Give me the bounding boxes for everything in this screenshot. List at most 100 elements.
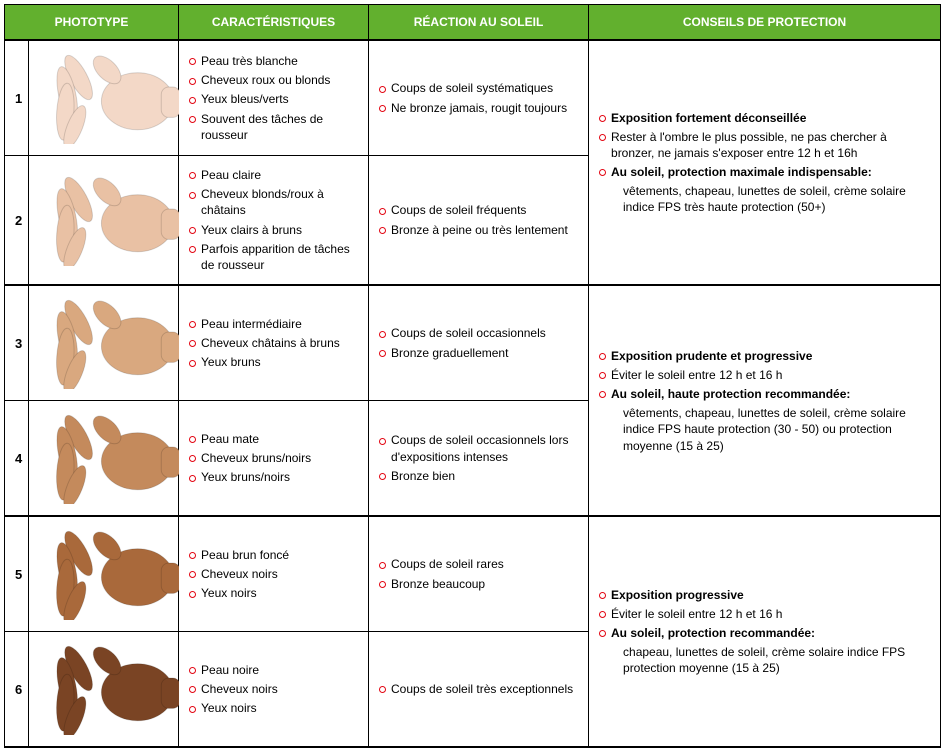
list-item: Peau claire <box>189 167 358 183</box>
list-item: Yeux bleus/verts <box>189 91 358 107</box>
list-item: Yeux clairs à bruns <box>189 222 358 238</box>
characteristics-cell: Peau très blanche Cheveux roux ou blonds Y… <box>179 40 369 156</box>
reaction-cell: Coups de soleil très exceptionnels <box>369 632 589 748</box>
list-item: Peau très blanche <box>189 53 358 69</box>
list-item: Coups de soleil très exceptionnels <box>379 681 578 697</box>
characteristics-list: Peau claire Cheveux blonds/roux à châtain… <box>189 167 358 273</box>
hand-icon <box>39 640 179 735</box>
header-characteristics: Caractéristiques <box>179 5 369 41</box>
list-item: Coups de soleil occasionnels lors d'expo… <box>379 432 578 464</box>
characteristics-cell: Peau noire Cheveux noirs Yeux noirs <box>179 632 369 748</box>
list-item: Ne bronze jamais, rougit toujours <box>379 100 578 116</box>
list-item: Cheveux noirs <box>189 681 358 697</box>
protection-list: Exposition fortement déconseillée Rester … <box>599 110 930 216</box>
reaction-cell: Coups de soleil occasionnels lors d'expo… <box>369 401 589 517</box>
row-number: 3 <box>5 285 29 401</box>
header-protection: Conseils de protection <box>589 5 941 41</box>
list-item: Peau noire <box>189 662 358 678</box>
reaction-list: Coups de soleil très exceptionnels <box>379 681 578 697</box>
hand-icon <box>39 409 179 504</box>
phototype-photo <box>29 632 179 748</box>
list-item: Bronze bien <box>379 468 578 484</box>
characteristics-list: Peau très blanche Cheveux roux ou blonds Y… <box>189 53 358 143</box>
characteristics-cell: Peau claire Cheveux blonds/roux à châtain… <box>179 156 369 286</box>
list-item: Parfois apparition de tâches de rousseur <box>189 241 358 273</box>
protection-list: Exposition progressive Éviter le soleil e… <box>599 587 930 677</box>
list-item: Bronze à peine ou très lentement <box>379 222 578 238</box>
phototype-photo <box>29 516 179 632</box>
table-row: 3 Peau intermédiaire Cheveux châtains à b… <box>5 285 941 401</box>
list-item: Bronze beaucoup <box>379 576 578 592</box>
list-item: Peau intermédiaire <box>189 316 358 332</box>
list-item: Cheveux châtains à bruns <box>189 335 358 351</box>
protection-cell: Exposition prudente et progressive Éviter… <box>589 285 941 516</box>
row-number: 4 <box>5 401 29 517</box>
characteristics-list: Peau noire Cheveux noirs Yeux noirs <box>189 662 358 717</box>
list-item: Peau brun foncé <box>189 547 358 563</box>
phototype-photo <box>29 401 179 517</box>
list-item: Exposition progressive <box>599 587 930 603</box>
table-row: 5 Peau brun foncé Cheveux noirs Yeux noirs… <box>5 516 941 632</box>
list-item: Rester à l'ombre le plus possible, ne pa… <box>599 129 930 161</box>
row-number: 2 <box>5 156 29 286</box>
list-item: Éviter le soleil entre 12 h et 16 h <box>599 606 930 622</box>
table-row: 1 Peau très blanche Cheveux roux ou blond… <box>5 40 941 156</box>
row-number: 1 <box>5 40 29 156</box>
list-item: Au soleil, haute protection recommandée:… <box>599 386 930 454</box>
reaction-list: Coups de soleil rares Bronze beaucoup <box>379 556 578 591</box>
list-item: Exposition prudente et progressive <box>599 348 930 364</box>
protection-cell: Exposition fortement déconseillée Rester … <box>589 40 941 285</box>
list-item: Cheveux noirs <box>189 566 358 582</box>
reaction-list: Coups de soleil systématiques Ne bronze j… <box>379 80 578 115</box>
list-item: Exposition fortement déconseillée <box>599 110 930 126</box>
list-item: Coups de soleil occasionnels <box>379 325 578 341</box>
reaction-cell: Coups de soleil rares Bronze beaucoup <box>369 516 589 632</box>
list-item: Cheveux roux ou blonds <box>189 72 358 88</box>
characteristics-cell: Peau mate Cheveux bruns/noirs Yeux bruns/n… <box>179 401 369 517</box>
header-phototype: Phototype <box>5 5 179 41</box>
characteristics-list: Peau intermédiaire Cheveux châtains à bru… <box>189 316 358 371</box>
phototype-photo <box>29 285 179 401</box>
reaction-list: Coups de soleil occasionnels lors d'expo… <box>379 432 578 484</box>
list-item-sub: vêtements, chapeau, lunettes de soleil, … <box>611 405 930 454</box>
reaction-cell: Coups de soleil occasionnels Bronze gradu… <box>369 285 589 401</box>
list-item: Yeux noirs <box>189 700 358 716</box>
list-item: Yeux noirs <box>189 585 358 601</box>
hand-icon <box>39 49 179 144</box>
hand-icon <box>39 525 179 620</box>
protection-cell: Exposition progressive Éviter le soleil e… <box>589 516 941 747</box>
reaction-cell: Coups de soleil systématiques Ne bronze j… <box>369 40 589 156</box>
characteristics-cell: Peau brun foncé Cheveux noirs Yeux noirs <box>179 516 369 632</box>
list-item: Au soleil, protection maximale indispens… <box>599 164 930 216</box>
phototype-table: Phototype Caractéristiques Réaction au s… <box>4 4 941 748</box>
characteristics-list: Peau mate Cheveux bruns/noirs Yeux bruns/n… <box>189 431 358 486</box>
header-reaction: Réaction au soleil <box>369 5 589 41</box>
phototype-photo <box>29 40 179 156</box>
list-item: Yeux bruns/noirs <box>189 469 358 485</box>
list-item-sub: chapeau, lunettes de soleil, crème solai… <box>611 644 930 676</box>
list-item: Yeux bruns <box>189 354 358 370</box>
list-item: Coups de soleil systématiques <box>379 80 578 96</box>
list-item: Cheveux blonds/roux à châtains <box>189 186 358 218</box>
characteristics-list: Peau brun foncé Cheveux noirs Yeux noirs <box>189 547 358 602</box>
protection-list: Exposition prudente et progressive Éviter… <box>599 348 930 454</box>
row-number: 6 <box>5 632 29 748</box>
list-item: Éviter le soleil entre 12 h et 16 h <box>599 367 930 383</box>
list-item: Au soleil, protection recommandée:chapea… <box>599 625 930 677</box>
hand-icon <box>39 171 179 266</box>
list-item: Cheveux bruns/noirs <box>189 450 358 466</box>
row-number: 5 <box>5 516 29 632</box>
reaction-cell: Coups de soleil fréquents Bronze à peine … <box>369 156 589 286</box>
list-item: Bronze graduellement <box>379 345 578 361</box>
list-item: Souvent des tâches de rousseur <box>189 111 358 143</box>
list-item-sub: vêtements, chapeau, lunettes de soleil, … <box>611 183 930 215</box>
phototype-photo <box>29 156 179 286</box>
list-item: Coups de soleil fréquents <box>379 202 578 218</box>
reaction-list: Coups de soleil occasionnels Bronze gradu… <box>379 325 578 360</box>
hand-icon <box>39 294 179 389</box>
reaction-list: Coups de soleil fréquents Bronze à peine … <box>379 202 578 237</box>
list-item: Peau mate <box>189 431 358 447</box>
list-item: Coups de soleil rares <box>379 556 578 572</box>
table-header-row: Phototype Caractéristiques Réaction au s… <box>5 5 941 41</box>
characteristics-cell: Peau intermédiaire Cheveux châtains à bru… <box>179 285 369 401</box>
